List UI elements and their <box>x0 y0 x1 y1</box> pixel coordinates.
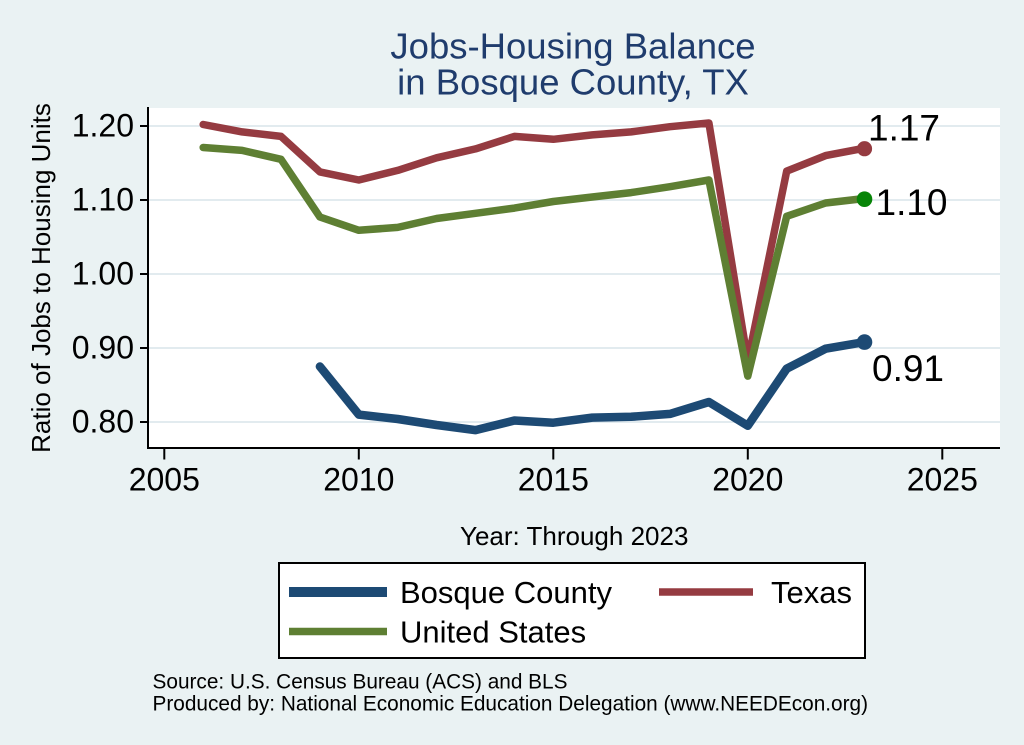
svg-text:0.91: 0.91 <box>872 348 944 389</box>
svg-text:2005: 2005 <box>129 462 200 498</box>
svg-text:2020: 2020 <box>712 462 783 498</box>
svg-text:1.00: 1.00 <box>72 256 134 292</box>
svg-text:Bosque County: Bosque County <box>400 575 612 610</box>
svg-text:0.80: 0.80 <box>72 404 134 440</box>
svg-text:Source: U.S. Census Bureau (AC: Source: U.S. Census Bureau (ACS) and BLS <box>153 671 568 694</box>
svg-text:2025: 2025 <box>907 462 978 498</box>
svg-text:Produced by: National Economic: Produced by: National Economic Education… <box>153 693 869 716</box>
svg-text:Ratio of Jobs to Housing Units: Ratio of Jobs to Housing Units <box>26 103 56 453</box>
svg-text:1.10: 1.10 <box>876 182 948 223</box>
svg-text:1.10: 1.10 <box>72 182 134 218</box>
svg-text:in Bosque County, TX: in Bosque County, TX <box>397 61 749 102</box>
svg-text:1.20: 1.20 <box>72 108 134 144</box>
svg-text:2010: 2010 <box>323 462 394 498</box>
svg-text:0.90: 0.90 <box>72 330 134 366</box>
svg-text:Texas: Texas <box>771 575 852 610</box>
svg-text:Year: Through 2023: Year: Through 2023 <box>460 521 688 551</box>
svg-text:United States: United States <box>400 615 586 650</box>
svg-text:Jobs-Housing Balance: Jobs-Housing Balance <box>390 26 755 67</box>
svg-text:2015: 2015 <box>518 462 589 498</box>
svg-text:1.17: 1.17 <box>868 108 940 149</box>
